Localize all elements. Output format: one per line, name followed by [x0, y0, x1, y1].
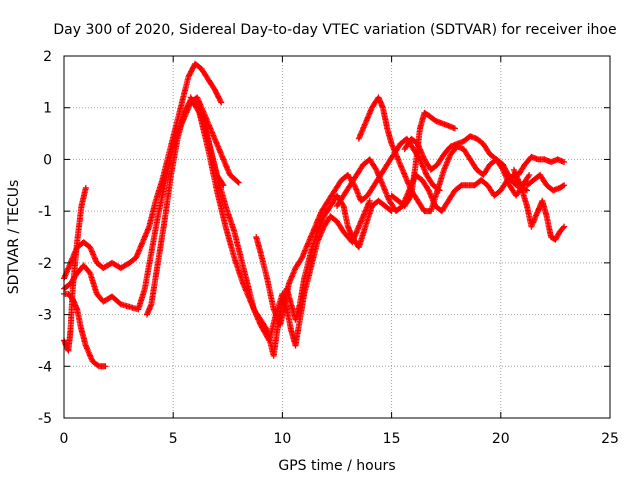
data-marker-path: [510, 166, 568, 243]
data-marker-path: [61, 60, 225, 282]
chart-title: Day 300 of 2020, Sidereal Day-to-day VTE…: [53, 22, 616, 38]
plot-frame: [63, 55, 611, 419]
y-tick-label: -5: [38, 411, 52, 427]
y-tick-label: -3: [38, 308, 52, 324]
x-axis-label: GPS time / hours: [278, 458, 395, 474]
series-track-12: [401, 133, 526, 191]
x-tick-label: 25: [601, 431, 619, 447]
series-track-13: [510, 166, 568, 243]
data-marker-path: [61, 94, 242, 313]
series-track-14: [515, 153, 568, 178]
series-track-15: [524, 171, 568, 194]
x-tick-label: 15: [383, 431, 401, 447]
y-axis-label: SDTVAR / TECUs: [6, 180, 22, 295]
x-tick-label: 0: [60, 431, 69, 447]
x-tick-label: 10: [273, 431, 291, 447]
series-track-11: [388, 109, 458, 209]
x-tick-label: 20: [492, 431, 510, 447]
series-track-10: [355, 94, 533, 215]
series-track-4: [61, 94, 242, 313]
data-points: [61, 60, 568, 370]
data-marker-path: [187, 94, 373, 349]
x-tick-label: 5: [169, 431, 178, 447]
data-marker-path: [515, 153, 568, 178]
data-marker-path: [524, 171, 568, 194]
ticks: 0 5 10 15 20 25 -5 -4 -3 -2 -1 0 1 2: [38, 49, 619, 447]
data-marker-path: [388, 109, 458, 209]
series-track-7: [187, 94, 373, 349]
y-tick-label: 0: [43, 152, 52, 168]
series-track-1: [61, 60, 225, 282]
data-marker-path: [401, 133, 526, 191]
y-tick-label: 2: [43, 49, 52, 65]
data-marker-path: [355, 94, 533, 215]
y-tick-label: -2: [38, 256, 52, 272]
y-tick-label: -4: [38, 359, 52, 375]
y-tick-label: 1: [43, 101, 52, 117]
y-tick-label: -1: [38, 204, 52, 220]
